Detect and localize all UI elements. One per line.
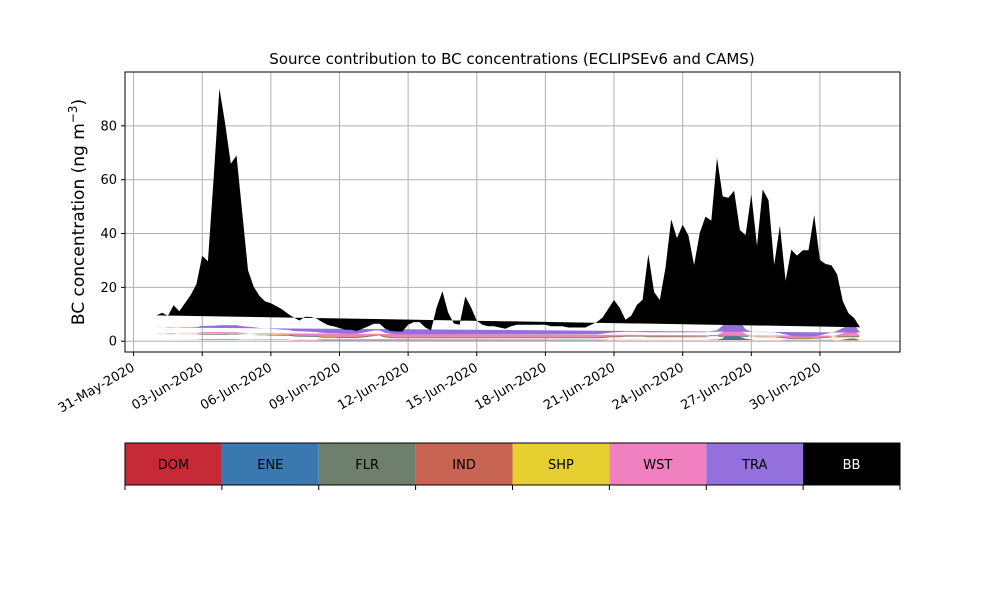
- x-tick-label: 24-Jun-2020: [610, 360, 687, 413]
- y-axis: 0 20 40 60 80: [100, 119, 125, 350]
- plot-frame: [124, 71, 901, 353]
- y-tick-label: 0: [109, 335, 117, 350]
- legend-swatch-ene: [221, 443, 319, 485]
- legend-swatch-ind: [415, 443, 513, 485]
- legend-label-tra: TRA: [741, 458, 767, 473]
- legend-label-ene: ENE: [257, 458, 283, 473]
- y-tick-label: 60: [100, 173, 117, 188]
- y-axis-label-exponent: −3: [66, 105, 80, 123]
- legend-label-bb: BB: [843, 458, 861, 473]
- legend-swatch-flr: [318, 443, 416, 485]
- x-axis: 31-May-202003-Jun-202006-Jun-202009-Jun-…: [56, 352, 824, 416]
- legend-label-ind: IND: [452, 458, 476, 473]
- legend-label-flr: FLR: [355, 458, 379, 473]
- x-tick-label: 06-Jun-2020: [198, 360, 275, 413]
- y-tick-label: 80: [100, 119, 117, 134]
- x-tick-label: 03-Jun-2020: [129, 360, 206, 413]
- y-tick-label: 40: [100, 227, 117, 242]
- y-axis-label: BC concentration (ng m−3): [66, 99, 89, 325]
- legend-label-wst: WST: [643, 458, 672, 473]
- legend-swatch-tra: [706, 443, 804, 485]
- legend-label-dom: DOM: [158, 458, 189, 473]
- legend-swatch-bb: [803, 443, 900, 485]
- y-tick-label: 20: [100, 281, 117, 296]
- x-tick-label: 30-Jun-2020: [747, 360, 824, 413]
- chart-title: Source contribution to BC concentrations…: [269, 50, 754, 68]
- x-tick-label: 12-Jun-2020: [335, 360, 412, 413]
- legend-swatch-wst: [609, 443, 707, 485]
- x-tick-label: 18-Jun-2020: [473, 360, 550, 413]
- area-series-bb: [156, 88, 860, 332]
- x-tick-label: 15-Jun-2020: [404, 360, 481, 413]
- y-axis-label-main: BC concentration (ng m: [69, 123, 89, 325]
- x-tick-label: 27-Jun-2020: [678, 360, 755, 413]
- y-axis-label-close: ): [69, 99, 89, 106]
- x-tick-label: 21-Jun-2020: [541, 360, 618, 413]
- stacked-areas: [156, 88, 860, 341]
- legend-swatch-dom: [125, 443, 222, 485]
- legend-swatch-shp: [512, 443, 610, 485]
- legend-label-shp: SHP: [548, 458, 574, 473]
- legend: DOM ENE FLR IND SHP WST TRA BB: [124, 442, 901, 490]
- x-tick-label: 31-May-2020: [56, 360, 138, 416]
- x-tick-label: 09-Jun-2020: [267, 360, 344, 413]
